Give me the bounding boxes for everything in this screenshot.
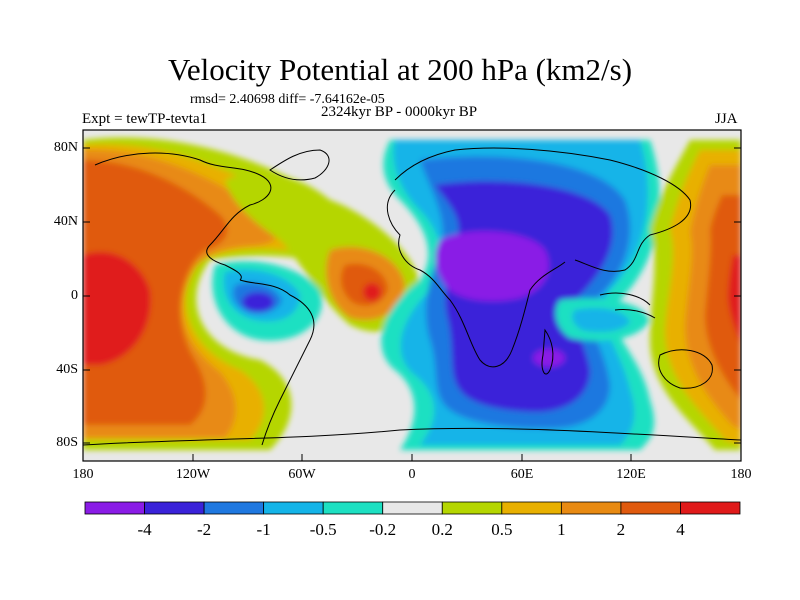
lon-label-180e: 180 <box>730 467 752 482</box>
lon-label-60e: 60E <box>510 467 534 482</box>
coastlines <box>83 147 741 446</box>
lat-label-80s: 80S <box>56 435 78 450</box>
lon-label-120w: 120W <box>175 467 211 482</box>
plot-title: Velocity Potential at 200 hPa (km2/s) <box>167 52 633 87</box>
lon-label-0: 0 <box>408 467 416 482</box>
stats-line: rmsd= 2.40698 diff= -7.64162e-05 <box>190 92 385 107</box>
period-label: 2324kyr BP - 0000kyr BP <box>321 104 478 120</box>
colorbar-swatch <box>501 501 562 515</box>
colorbar-swatch <box>441 501 503 515</box>
colorbar-swatch <box>263 501 324 515</box>
lat-label-40n: 40N <box>53 214 78 229</box>
colorbar-label: -2 <box>196 520 212 539</box>
lon-label-180w: 180 <box>72 467 94 482</box>
lon-label-60w: 60W <box>288 467 316 482</box>
colorbar-swatch <box>382 501 443 515</box>
lon-label-120e: 120E <box>616 467 646 482</box>
colorbar-swatch <box>620 501 681 515</box>
lat-label-80n: 80N <box>53 140 78 155</box>
colorbar-swatch <box>322 501 384 515</box>
axis-ticks <box>82 147 742 461</box>
colorbar-label: 1 <box>557 520 566 539</box>
season-label: JJA <box>715 111 738 127</box>
colorbar-label: -4 <box>137 520 152 539</box>
colorbar-label: -0.5 <box>309 520 337 539</box>
colorbar <box>84 501 741 515</box>
experiment-label: Expt = tewTP-tevta1 <box>82 111 208 127</box>
lat-label-0: 0 <box>71 288 78 303</box>
filled-contours <box>83 130 741 461</box>
colorbar-swatch <box>84 501 145 515</box>
colorbar-label: 0.5 <box>491 520 513 539</box>
colorbar-swatch <box>680 501 741 515</box>
colorbar-label: -1 <box>256 520 271 539</box>
lat-label-40s: 40S <box>56 362 78 377</box>
colorbar-label: 2 <box>616 520 626 539</box>
colorbar-swatch <box>144 501 205 515</box>
colorbar-label: 0.2 <box>431 520 453 539</box>
colorbar-swatch <box>203 501 265 515</box>
colorbar-label: -0.2 <box>369 520 397 539</box>
colorbar-swatch <box>560 501 622 515</box>
colorbar-label: 4 <box>676 520 685 539</box>
